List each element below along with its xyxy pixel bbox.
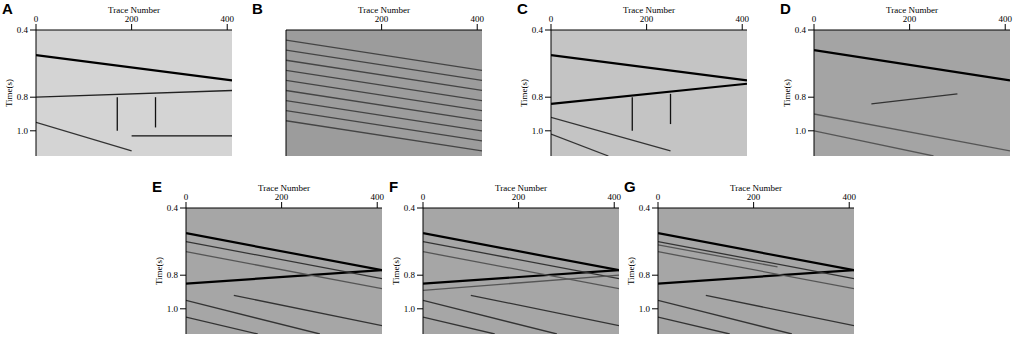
svg-text:400: 400 — [220, 14, 234, 24]
svg-text:400: 400 — [842, 192, 856, 202]
svg-text:Trace Number: Trace Number — [886, 5, 938, 15]
svg-text:200: 200 — [903, 14, 917, 24]
svg-text:0.8: 0.8 — [639, 270, 651, 280]
html-text:C: C — [517, 0, 528, 17]
svg-text:Trace Number: Trace Number — [730, 183, 782, 193]
svg-text:0.8: 0.8 — [167, 270, 179, 280]
svg-text:Time(s): Time(s) — [782, 79, 792, 107]
svg-text:200: 200 — [512, 192, 526, 202]
svg-text:0.8: 0.8 — [404, 270, 416, 280]
svg-text:0.8: 0.8 — [795, 92, 807, 102]
html-text:A: A — [2, 0, 13, 17]
svg-text:0: 0 — [421, 192, 426, 202]
svg-text:0.4: 0.4 — [17, 25, 29, 35]
svg-text:Trace Number: Trace Number — [108, 5, 160, 15]
svg-text:400: 400 — [370, 192, 384, 202]
svg-text:1.0: 1.0 — [167, 304, 179, 314]
svg-text:Time(s): Time(s) — [391, 257, 401, 285]
svg-text:Trace Number: Trace Number — [358, 5, 410, 15]
svg-text:Trace Number: Trace Number — [623, 5, 675, 15]
svg-text:0.8: 0.8 — [17, 92, 29, 102]
svg-text:Trace Number: Trace Number — [258, 183, 310, 193]
svg-text:0.4: 0.4 — [795, 25, 807, 35]
svg-text:0: 0 — [34, 14, 39, 24]
svg-text:200: 200 — [747, 192, 761, 202]
svg-text:Time(s): Time(s) — [4, 79, 14, 107]
svg-text:0: 0 — [656, 192, 661, 202]
html-text:F: F — [389, 178, 399, 195]
html-text:D: D — [780, 0, 791, 17]
svg-text:0.4: 0.4 — [639, 203, 651, 213]
svg-text:0: 0 — [549, 14, 554, 24]
svg-text:0.4: 0.4 — [167, 203, 179, 213]
svg-text:Trace Number: Trace Number — [495, 183, 547, 193]
svg-text:0.4: 0.4 — [404, 203, 416, 213]
svg-text:0: 0 — [812, 14, 817, 24]
svg-text:1.0: 1.0 — [795, 126, 807, 136]
svg-text:200: 200 — [125, 14, 139, 24]
svg-text:400: 400 — [470, 14, 484, 24]
svg-text:0.4: 0.4 — [532, 25, 544, 35]
svg-text:200: 200 — [640, 14, 654, 24]
svg-text:400: 400 — [607, 192, 621, 202]
svg-text:Time(s): Time(s) — [519, 79, 529, 107]
svg-text:400: 400 — [735, 14, 749, 24]
svg-text:Time(s): Time(s) — [626, 257, 636, 285]
svg-text:1.0: 1.0 — [639, 304, 651, 314]
svg-text:400: 400 — [998, 14, 1012, 24]
svg-text:1.0: 1.0 — [404, 304, 416, 314]
html-text:E: E — [152, 178, 162, 195]
svg-text:0.8: 0.8 — [532, 92, 544, 102]
svg-text:200: 200 — [375, 14, 389, 24]
svg-text:200: 200 — [275, 192, 289, 202]
svg-text:0: 0 — [184, 192, 189, 202]
svg-text:1.0: 1.0 — [17, 126, 29, 136]
html-text:B: B — [252, 0, 263, 17]
html-text:G: G — [624, 178, 636, 195]
svg-text:Time(s): Time(s) — [154, 257, 164, 285]
svg-text:1.0: 1.0 — [532, 126, 544, 136]
